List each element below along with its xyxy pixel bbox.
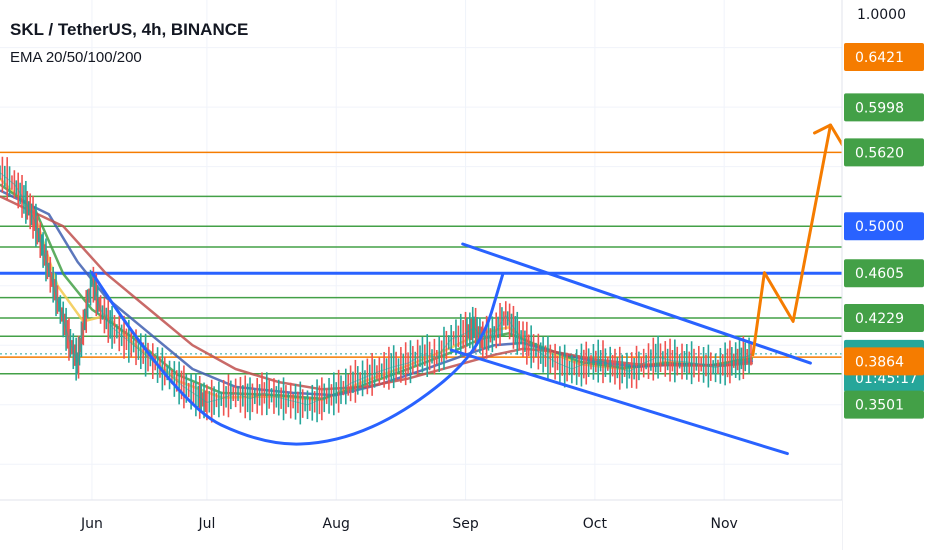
price-tag-value: 0.4229 [855,311,904,327]
price-tag [844,43,924,72]
price-tag-value: 0.6421 [855,50,904,66]
price-tag [844,138,924,167]
price-tag [844,93,924,122]
chart-title: SKL / TetherUS, 4h, BINANCE [10,20,249,39]
price-tag-value: 0.5998 [855,100,904,116]
trendline [461,242,812,365]
price-tag-value: 0.5000 [855,219,904,235]
y-axis-top-label: 1.0000 [857,7,906,23]
chart-legend: SKL / TetherUS, 4h, BINANCE EMA 20/50/10… [10,20,248,66]
x-tick-label: Aug [323,516,350,532]
x-tick-label: Sep [452,516,479,532]
x-tick-label: Oct [583,516,608,532]
ema-line [0,195,754,391]
x-tick-label: Nov [711,516,738,532]
grid-layer [0,0,842,500]
projection-arrow [751,123,832,357]
price-line [0,172,754,406]
price-tag-value: 0.3864 [855,354,904,370]
price-tag [844,390,924,419]
time-axis-bg [0,500,842,550]
price-tag [844,347,924,376]
rounding-bottom-arc [90,271,505,446]
drawings [90,123,845,456]
x-tick-label: Jul [197,516,215,532]
trendline [449,348,789,456]
price-tag-value: 0.5620 [855,145,904,161]
price-tag-value: 0.3501 [855,398,904,414]
price-tag [844,259,924,288]
price-tag-value: 0.4605 [855,266,904,282]
x-tick-label: Jun [80,516,103,532]
price-tag [844,303,924,332]
projection-arrow-head [813,123,845,147]
price-labels: 0.64210.59980.56200.50000.46050.42290.39… [844,43,924,419]
indicator-label: EMA 20/50/100/200 [10,49,142,66]
price-tag [844,212,924,241]
